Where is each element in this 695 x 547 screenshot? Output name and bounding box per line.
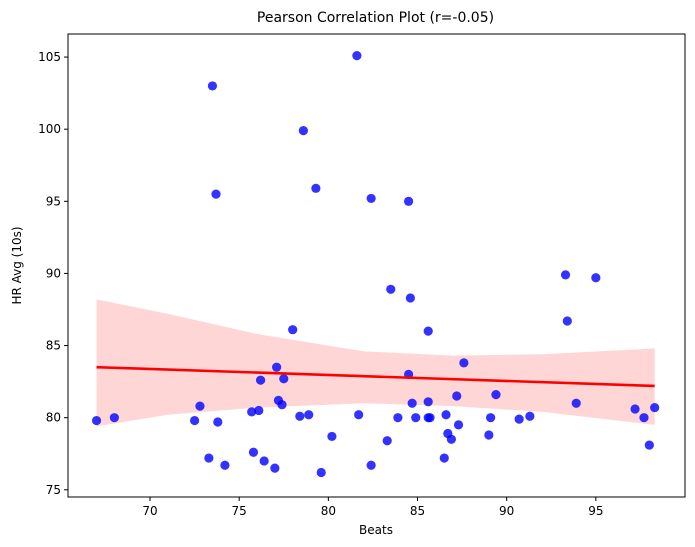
y-tick-label: 80 [46, 411, 61, 425]
data-point [423, 326, 433, 336]
data-point [298, 126, 308, 136]
data-point [211, 189, 221, 199]
x-axis-label: Beats [359, 523, 393, 537]
x-tick-label: 95 [588, 504, 603, 518]
data-point [452, 391, 462, 401]
data-point [423, 397, 433, 407]
data-point [220, 460, 230, 470]
data-point [91, 415, 102, 426]
data-point [213, 417, 223, 427]
data-point [439, 453, 449, 463]
data-point [288, 325, 298, 335]
regression-line [96, 365, 655, 388]
y-tick-label: 90 [46, 266, 61, 280]
data-point [316, 467, 326, 478]
data-point [195, 401, 205, 411]
data-point [270, 463, 280, 473]
confidence-band [96, 299, 655, 427]
data-point [562, 316, 572, 326]
data-point [354, 410, 364, 420]
data-point [411, 413, 421, 423]
data-point [304, 410, 314, 420]
data-point [204, 453, 214, 463]
data-point [382, 436, 392, 446]
data-point [591, 273, 601, 283]
data-point [327, 431, 337, 442]
data-point [311, 183, 321, 193]
data-point [650, 402, 660, 413]
data-point [254, 405, 264, 416]
confidence-band-layer [96, 299, 655, 427]
y-tick-label: 95 [46, 194, 61, 208]
data-point [405, 293, 415, 303]
data-point [247, 407, 257, 417]
points-layer [91, 51, 660, 478]
y-axis-label: HR Avg (10s) [10, 226, 24, 304]
data-point [272, 362, 282, 372]
data-point [514, 414, 524, 424]
chart-title: Pearson Correlation Plot (r=-0.05) [257, 10, 494, 26]
data-point [486, 413, 496, 423]
data-point [525, 411, 535, 421]
plot-area [91, 51, 660, 478]
data-point [560, 270, 571, 280]
data-point [366, 460, 376, 470]
data-point [279, 374, 289, 384]
y-tick-label: 100 [38, 122, 61, 136]
data-point [295, 411, 305, 421]
data-point [441, 410, 451, 420]
data-point [403, 196, 414, 206]
data-point [366, 193, 376, 204]
data-point [259, 456, 269, 466]
data-point [571, 398, 581, 408]
data-point [491, 389, 501, 400]
data-point [386, 284, 396, 294]
data-point [352, 51, 362, 61]
x-tick-label: 75 [232, 504, 247, 518]
data-point [446, 434, 456, 444]
data-point [639, 413, 649, 423]
axes-frame [67, 33, 686, 498]
data-point [207, 81, 218, 91]
data-point [277, 400, 287, 410]
x-tick-label: 85 [410, 504, 425, 518]
x-tick-label: 70 [142, 504, 157, 518]
data-point [630, 404, 640, 414]
data-point [248, 447, 259, 457]
data-point [255, 375, 266, 385]
x-tick-label: 90 [499, 504, 514, 518]
data-point [190, 415, 200, 426]
y-axis-ticks: 75 80 85 90 95 100 105 [38, 50, 68, 497]
data-point [644, 440, 654, 450]
y-tick-label: 105 [38, 50, 61, 64]
data-point [407, 398, 417, 408]
data-point [459, 358, 469, 368]
regression-layer [96, 365, 655, 388]
x-axis-ticks: 70 75 80 85 90 95 [142, 497, 603, 518]
y-tick-label: 85 [46, 339, 61, 353]
y-tick-label: 75 [46, 483, 61, 497]
data-point [484, 430, 494, 440]
data-point [109, 413, 119, 423]
data-point [393, 413, 403, 423]
data-point [425, 413, 435, 423]
x-tick-label: 80 [321, 504, 336, 518]
data-point [453, 420, 464, 430]
